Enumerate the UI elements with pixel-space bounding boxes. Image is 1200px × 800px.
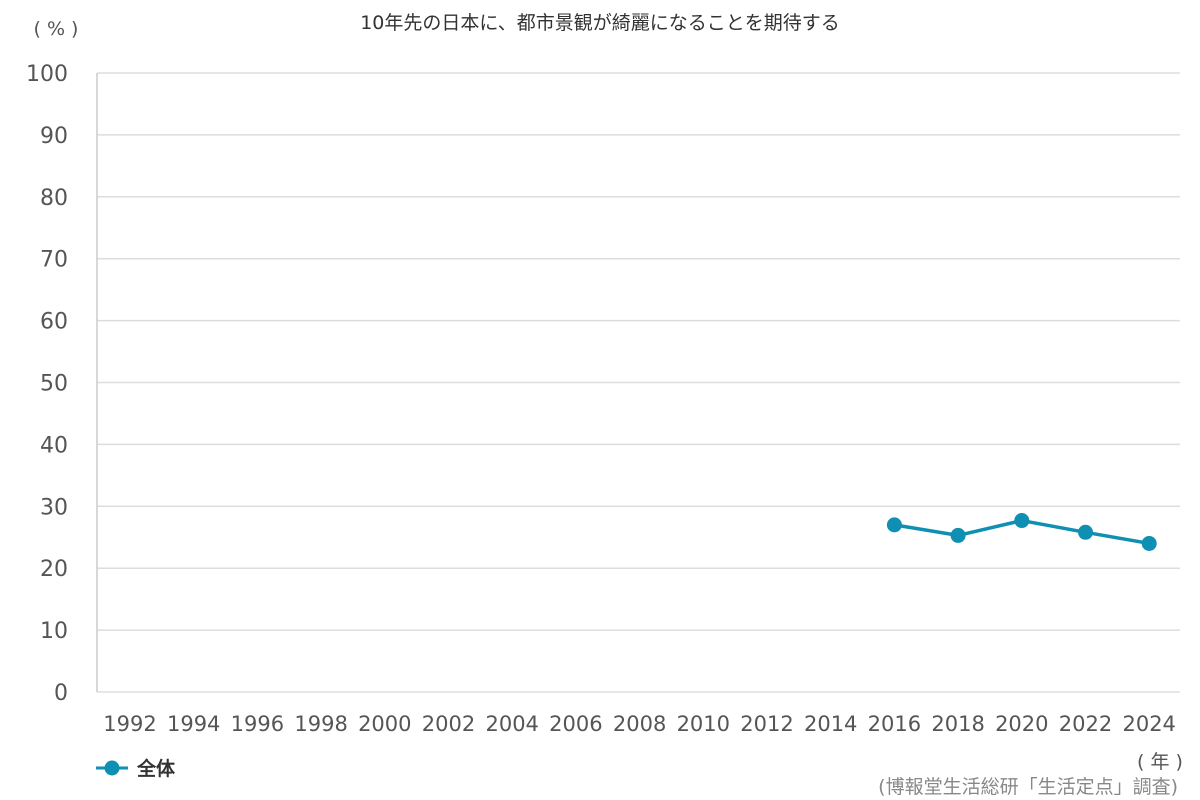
x-tick-label: 2004 xyxy=(485,712,538,736)
y-tick-label: 70 xyxy=(40,248,68,273)
legend-label: 全体 xyxy=(136,757,176,780)
x-tick-label: 1994 xyxy=(167,712,220,736)
x-tick-label: 1998 xyxy=(294,712,347,736)
data-point[interactable] xyxy=(886,517,902,533)
legend-marker xyxy=(104,760,120,776)
data-point[interactable] xyxy=(950,527,966,543)
x-tick-label: 2022 xyxy=(1059,712,1112,736)
y-tick-label: 80 xyxy=(40,186,68,211)
x-axis-ticks: 1992 1994 1996 1998 2000 2002 2004 2006 2008 2010… xyxy=(103,712,1176,736)
source-note: (博報堂生活総研「生活定点」調査) xyxy=(878,776,1178,798)
data-point[interactable] xyxy=(1078,524,1093,540)
x-tick-label: 2024 xyxy=(1122,712,1175,736)
y-tick-label: 20 xyxy=(40,557,68,582)
series-layer xyxy=(886,513,1157,551)
chart-title: 10年先の日本に、都市景観が綺麗になることを期待する xyxy=(360,12,840,34)
x-tick-label: 2018 xyxy=(931,712,984,736)
x-tick-label: 2006 xyxy=(549,712,602,736)
data-point[interactable] xyxy=(1014,513,1030,529)
y-tick-label: 40 xyxy=(40,433,68,458)
y-tick-label: 90 xyxy=(40,124,68,149)
x-tick-label: 2016 xyxy=(868,712,921,736)
x-tick-label: 2010 xyxy=(677,712,730,736)
grid-lines xyxy=(97,72,1180,693)
x-tick-label: 1996 xyxy=(231,712,284,736)
data-point[interactable] xyxy=(1141,535,1157,551)
x-tick-label: 1992 xyxy=(103,712,156,736)
x-tick-label: 2012 xyxy=(740,712,793,736)
x-axis-unit-label: ( 年 ) xyxy=(1137,751,1183,773)
x-tick-label: 2002 xyxy=(422,712,475,736)
legend: 全体 xyxy=(96,757,176,780)
y-tick-label: 100 xyxy=(26,62,68,87)
y-tick-label: 50 xyxy=(40,372,68,397)
x-tick-label: 2020 xyxy=(995,712,1048,736)
y-axis-unit-label: ( % ) xyxy=(34,18,79,40)
y-tick-label: 30 xyxy=(40,495,68,520)
x-tick-label: 2014 xyxy=(804,712,857,736)
x-tick-label: 2008 xyxy=(613,712,666,736)
y-tick-label: 10 xyxy=(40,619,68,644)
y-tick-label: 60 xyxy=(40,310,68,335)
x-tick-label: 2000 xyxy=(358,712,411,736)
y-tick-label: 0 xyxy=(54,681,68,706)
